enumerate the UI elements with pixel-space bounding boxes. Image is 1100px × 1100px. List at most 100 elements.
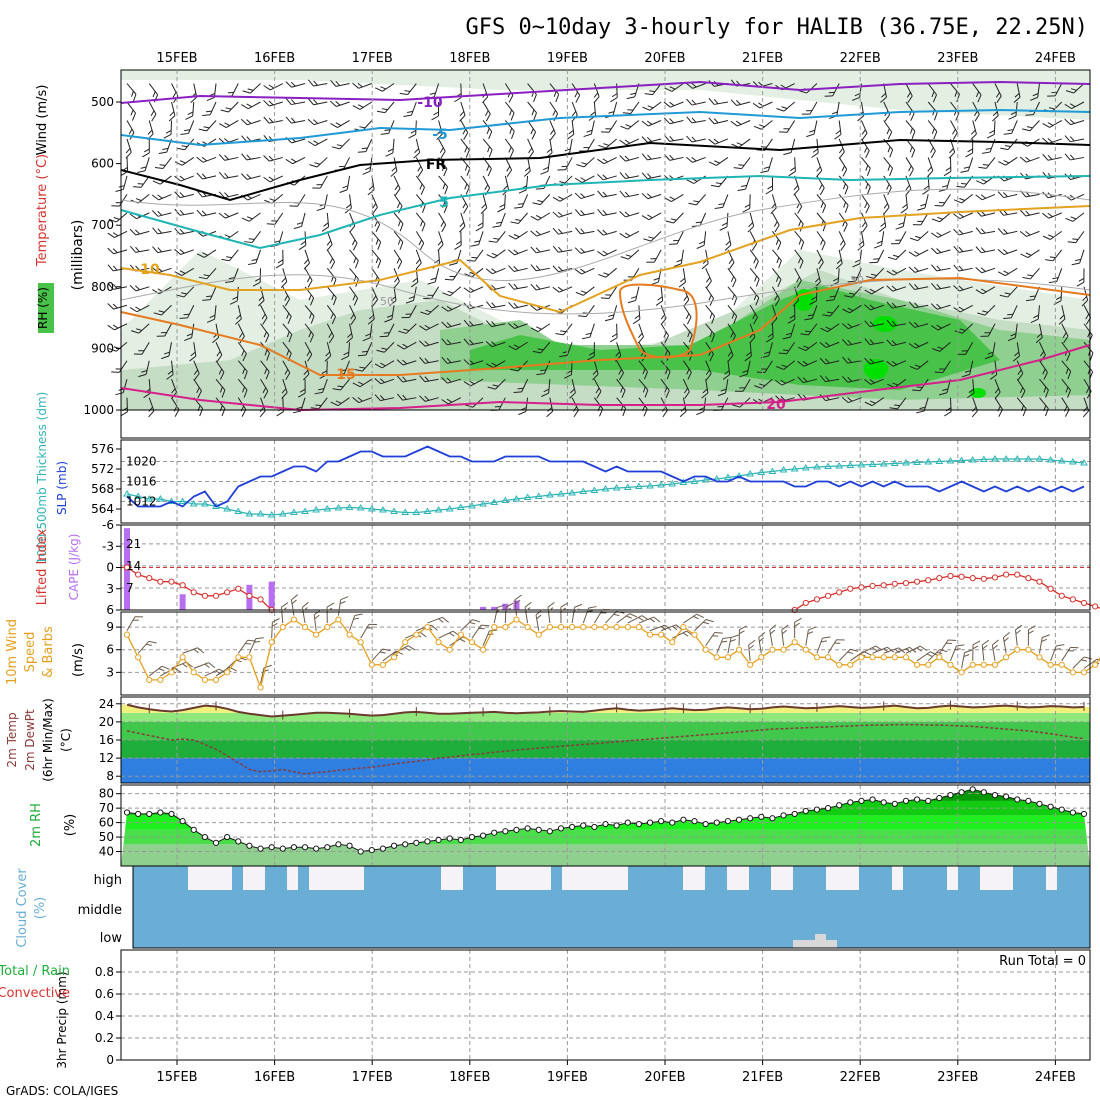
wind-barb	[820, 323, 840, 333]
wind-barb	[168, 101, 176, 122]
y-axis-label-temp2m: (°C)	[59, 728, 73, 752]
wind-barb	[619, 211, 640, 218]
wind-barb	[1016, 378, 1026, 399]
wind-barb	[686, 116, 706, 124]
wind-barb	[705, 360, 712, 381]
wind-barb	[202, 286, 217, 301]
wind-barb	[107, 247, 128, 255]
wind-barb	[749, 267, 760, 287]
rh-marker	[569, 823, 576, 831]
wind-barb	[864, 378, 884, 385]
thickness-marker	[735, 472, 743, 479]
wind-barb	[816, 157, 823, 178]
cloud-level-label: high	[94, 873, 122, 888]
wind-barb	[540, 157, 551, 175]
rh-marker	[891, 800, 898, 807]
wind-barb	[673, 249, 684, 268]
thickness-marker	[824, 462, 832, 469]
wind-barb	[819, 357, 840, 365]
rh-marker	[157, 809, 164, 816]
wind-barb	[619, 171, 639, 179]
wind-barb	[419, 375, 439, 383]
wind-barb	[822, 304, 840, 317]
wind-barb	[632, 305, 641, 325]
wind-barb	[1050, 644, 1065, 661]
rh-marker	[880, 799, 887, 806]
wind-barb	[597, 208, 617, 216]
wind-barb	[686, 135, 706, 143]
wind-barb	[152, 227, 172, 235]
wind-barb	[819, 375, 840, 383]
y-axis-label-temp2m: 2m Temp	[5, 712, 19, 767]
wind-speed-marker	[958, 669, 965, 676]
wind-barb	[196, 156, 217, 163]
wind-barb	[824, 83, 840, 97]
rh-marker	[902, 797, 910, 805]
wind-barb	[916, 397, 929, 414]
wind-barb	[641, 120, 662, 127]
lifted-index-marker	[224, 589, 231, 596]
wind-barb	[953, 245, 973, 253]
wind-barb	[864, 338, 884, 346]
lifted-index-marker	[146, 575, 153, 582]
wind-barb	[678, 268, 686, 288]
rh-marker	[279, 845, 286, 852]
wind-barb	[905, 645, 928, 654]
rh-marker	[836, 802, 843, 809]
wind-barb	[504, 120, 515, 139]
rh-marker	[591, 823, 598, 831]
wind-barb	[733, 157, 751, 170]
thickness-marker	[423, 507, 432, 514]
wind-speed-marker	[1058, 661, 1065, 668]
wind-speed-marker	[324, 623, 331, 631]
wind-speed-marker	[680, 623, 687, 631]
wind-speed-marker	[357, 639, 364, 646]
wind-speed-marker	[802, 646, 809, 653]
wind-barb	[344, 194, 352, 214]
thickness-marker	[601, 485, 610, 492]
wind-speed-marker	[869, 654, 876, 661]
wind-speed-marker	[413, 631, 420, 638]
wind-barb	[782, 323, 796, 340]
thickness-marker	[245, 510, 254, 517]
wind-speed-marker	[168, 669, 175, 676]
wind-barb	[760, 157, 773, 174]
wind-speed-marker	[791, 639, 798, 646]
wind-barb	[838, 157, 848, 177]
wind-barb	[241, 101, 261, 110]
rh-marker	[1003, 793, 1010, 800]
wind-barb	[504, 602, 514, 624]
wind-barb	[380, 120, 395, 135]
wind-barb	[166, 360, 174, 380]
wind-barb	[530, 283, 550, 291]
rh-marker	[580, 822, 587, 829]
wind-barb	[730, 120, 751, 127]
wind-barb	[349, 613, 363, 631]
wind-barb	[260, 305, 268, 325]
wind-barb	[153, 304, 172, 316]
y-tick-label: 0.8	[95, 965, 114, 979]
wind-barb	[396, 393, 417, 401]
cape-bar	[480, 606, 487, 610]
top-date-label: 16FEB	[254, 51, 295, 66]
thickness-marker	[557, 490, 565, 497]
wind-barb	[349, 305, 357, 325]
thickness-marker	[957, 456, 966, 463]
wind-barb	[931, 212, 951, 223]
wind-barb	[303, 249, 310, 270]
wind-barb	[597, 229, 617, 236]
wind-barb	[889, 397, 907, 410]
wind-barb	[282, 286, 291, 307]
wind-barb	[285, 98, 306, 106]
cloud-high-gap	[309, 866, 364, 890]
y-tick-label: 500	[91, 95, 114, 109]
cape-bar	[268, 581, 275, 610]
lifted-index-marker	[980, 575, 987, 582]
wind-barb	[597, 190, 617, 198]
rh-marker	[713, 819, 720, 826]
top-date-label: 24FEB	[1035, 51, 1076, 66]
wind-barb	[1008, 101, 1018, 120]
wind-barb	[384, 305, 395, 323]
lifted-index-marker	[1003, 571, 1010, 578]
y-tick-label: 3	[106, 582, 114, 596]
